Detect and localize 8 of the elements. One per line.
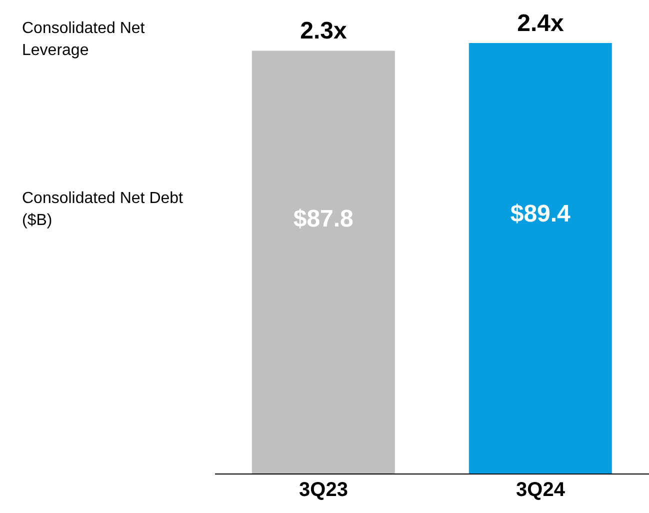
annotation: 2.4x bbox=[517, 10, 565, 37]
text: Consolidated Net Leverage bbox=[22, 19, 146, 61]
x-tick-label: 3Q23 bbox=[299, 479, 348, 502]
text: Consolidated Net Debt ($B) bbox=[22, 189, 184, 231]
data-label: $89.4 bbox=[510, 200, 572, 228]
data-label: $87.8 bbox=[293, 205, 354, 232]
x-tick-label: 3Q24 bbox=[516, 479, 566, 502]
annotation: 2.3x bbox=[300, 18, 348, 45]
